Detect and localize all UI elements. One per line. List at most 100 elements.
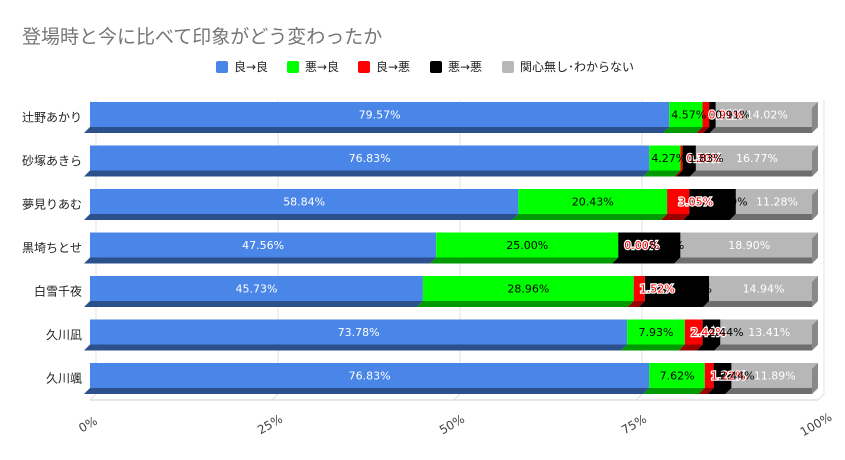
data-label-5-0: 73.78% (338, 326, 380, 339)
legend-label-no-interest: 関心無し･わからない (520, 60, 635, 74)
bar-segment-6-3 (713, 363, 732, 388)
gridline-foot-3 (635, 393, 643, 401)
bar-bottom-3-3 (612, 257, 681, 264)
bar-bottom-5-4 (714, 344, 818, 351)
category-label-2: 夢見りあむ (22, 198, 82, 212)
legend-swatch-good-bad (358, 60, 370, 73)
bar-segment-5-0 (90, 319, 628, 345)
bar-bottom-6-3 (707, 388, 732, 394)
bar-bottom-6-0 (84, 388, 650, 394)
bar-segment-0-3 (709, 102, 716, 127)
bar-segment-3-1 (436, 232, 619, 258)
data-label-0-3: 0.91% (715, 109, 750, 122)
legend-label-bad-good: 悪→良 (305, 60, 340, 74)
data-label-6-0: 76.83% (349, 370, 391, 383)
legend-swatch-bad-bad (430, 60, 442, 73)
bar-segment-6-1 (649, 363, 705, 388)
bar-bottom-3-1 (430, 257, 619, 264)
bar-bottom-2-1 (512, 214, 668, 220)
data-label-2-2: 3.05% (678, 196, 713, 209)
gridline-foot-4 (817, 393, 825, 401)
bar-segment-3-3 (618, 232, 681, 258)
bar-segment-2-2 (667, 189, 690, 214)
bar-segment-3-0 (90, 232, 437, 258)
x-tick-label-4: 100% (798, 410, 835, 439)
gridline-foot-1 (271, 393, 279, 401)
data-label-6-4: 11.89% (754, 370, 796, 383)
bar-segment-6-2 (704, 363, 714, 388)
legend-swatch-no-interest (502, 60, 514, 73)
bar-end-cap-2 (812, 189, 818, 220)
x-tick-label-0: 0% (76, 414, 99, 436)
bar-bottom-1-3 (676, 170, 696, 177)
legend-item-good-good[interactable]: 良→良 (216, 58, 268, 75)
bar-segment-5-3 (702, 319, 721, 345)
bar-bottom-3-0 (84, 257, 437, 264)
legend-item-good-bad[interactable]: 良→悪 (358, 58, 410, 75)
bar-bottom-0-2 (696, 127, 710, 133)
bar-segment-4-0 (90, 276, 423, 301)
data-label-3-1: 25.00% (506, 239, 548, 252)
bar-bottom-4-1 (416, 301, 634, 307)
bar-bottom-2-4 (729, 214, 818, 220)
bar-segment-4-1 (422, 276, 634, 301)
bar-segment-3-4 (680, 232, 818, 258)
bar-bottom-2-3 (683, 214, 736, 220)
data-label-6-1: 7.62% (660, 370, 695, 383)
data-label-3-2: 0.00% (624, 239, 659, 252)
data-label-4-0: 45.73% (235, 283, 277, 296)
bar-segment-0-2 (702, 102, 710, 127)
bar-end-cap-5 (812, 319, 818, 351)
legend-item-bad-good[interactable]: 悪→良 (287, 58, 339, 75)
data-label-1-1: 4.27% (651, 152, 686, 165)
x-tick-label-1: 25% (255, 412, 285, 437)
category-label-6: 久川颯 (46, 372, 82, 386)
bar-segment-2-0 (90, 189, 519, 214)
bar-segment-0-1 (669, 102, 703, 127)
data-label-4-3: 8.84% (677, 283, 712, 296)
bar-segment-1-2 (680, 145, 683, 171)
bar-end-cap-0 (811, 102, 818, 133)
bar-segment-5-1 (627, 319, 685, 345)
bar-bottom-5-2 (678, 344, 703, 351)
bar-segment-6-4 (731, 363, 818, 388)
data-label-3-0: 47.56% (242, 239, 284, 252)
legend-item-no-interest[interactable]: 関心無し･わからない (502, 58, 634, 75)
x-tick-label-2: 50% (437, 412, 467, 437)
data-label-2-3: 6.40% (713, 196, 748, 209)
data-label-0-4: 14.02% (746, 109, 788, 122)
bar-bottom-4-2 (627, 301, 645, 307)
bar-bottom-1-1 (643, 170, 681, 177)
bar-segment-0-4 (715, 102, 818, 127)
bar-segment-1-0 (90, 145, 650, 171)
category-label-4: 白雪千夜 (34, 284, 82, 299)
bar-segment-2-3 (689, 189, 736, 214)
category-label-5: 久川凪 (46, 328, 82, 342)
bar-bottom-4-0 (84, 301, 423, 307)
bar-bottom-0-4 (709, 127, 818, 133)
data-label-1-0: 76.83% (349, 152, 391, 165)
data-label-6-2: 1.22% (711, 370, 746, 383)
bar-segment-1-3 (682, 145, 696, 171)
data-label-4-2: 1.52% (640, 283, 675, 296)
legend-label-bad-bad: 悪→悪 (448, 60, 483, 74)
bar-bottom-3-4 (674, 257, 818, 264)
data-label-1-4: 16.77% (736, 152, 778, 165)
legend-label-good-good: 良→良 (234, 60, 269, 74)
legend-swatch-good-good (216, 60, 228, 73)
bar-segment-2-1 (518, 189, 668, 214)
bar-end-cap-1 (812, 145, 818, 177)
bar-bottom-0-0 (84, 127, 670, 133)
legend-label-good-bad: 良→悪 (376, 60, 411, 74)
bar-bottom-4-3 (638, 301, 710, 307)
data-label-4-4: 14.94% (743, 283, 785, 296)
bar-bottom-6-2 (698, 388, 714, 394)
bar-bottom-6-4 (725, 388, 818, 394)
bar-bottom-5-0 (84, 344, 628, 351)
data-label-3-4: 18.90% (728, 239, 770, 252)
bar-segment-6-0 (90, 363, 650, 388)
bar-segment-4-3 (644, 276, 710, 301)
bar-segment-5-4 (720, 319, 818, 345)
legend-item-bad-bad[interactable]: 悪→悪 (430, 58, 482, 75)
bar-end-cap-3 (812, 232, 818, 264)
